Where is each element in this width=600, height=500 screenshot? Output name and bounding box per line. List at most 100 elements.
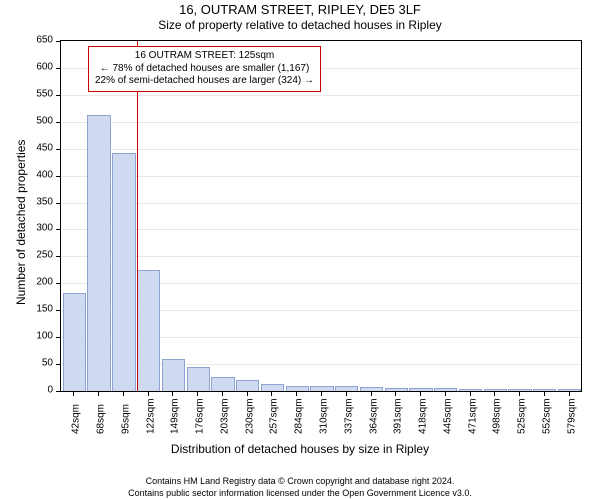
x-axis-title: Distribution of detached houses by size … xyxy=(0,442,600,456)
x-tick xyxy=(321,391,322,396)
page-title: 16, OUTRAM STREET, RIPLEY, DE5 3LF xyxy=(0,2,600,17)
x-tick-label: 95sqm xyxy=(120,404,131,434)
x-tick xyxy=(569,391,570,396)
grid-line xyxy=(61,203,581,204)
x-tick-label: 284sqm xyxy=(294,398,305,434)
x-tick-label: 257sqm xyxy=(269,398,280,434)
x-tick xyxy=(519,391,520,396)
y-tick-label: 600 xyxy=(25,61,53,72)
x-tick xyxy=(247,391,248,396)
grid-line xyxy=(61,176,581,177)
y-tick-label: 300 xyxy=(25,223,53,234)
x-tick-label: 498sqm xyxy=(492,398,503,434)
y-tick-label: 500 xyxy=(25,115,53,126)
histogram-bar xyxy=(558,389,581,391)
histogram-bar xyxy=(137,270,160,391)
x-tick xyxy=(172,391,173,396)
footer-line-2: Contains public sector information licen… xyxy=(0,488,600,498)
footer-line-1: Contains HM Land Registry data © Crown c… xyxy=(0,476,600,486)
grid-line xyxy=(61,95,581,96)
y-tick xyxy=(56,256,61,257)
y-tick-label: 450 xyxy=(25,142,53,153)
y-tick xyxy=(56,391,61,392)
histogram-bar xyxy=(63,293,86,391)
x-tick-label: 552sqm xyxy=(541,398,552,434)
y-tick xyxy=(56,149,61,150)
histogram-bar xyxy=(261,384,284,391)
histogram-bar xyxy=(112,153,135,391)
histogram-bar xyxy=(533,389,556,391)
histogram-bar xyxy=(335,386,358,391)
histogram-bar xyxy=(236,380,259,391)
y-tick xyxy=(56,68,61,69)
x-tick xyxy=(197,391,198,396)
histogram-bar xyxy=(459,389,482,391)
x-tick-label: 310sqm xyxy=(319,398,330,434)
x-tick-label: 364sqm xyxy=(368,398,379,434)
x-tick-label: 122sqm xyxy=(145,398,156,434)
y-tick xyxy=(56,364,61,365)
x-tick-label: 42sqm xyxy=(71,404,82,434)
annotation-line-3: 22% of semi-detached houses are larger (… xyxy=(95,75,314,88)
x-tick-label: 230sqm xyxy=(244,398,255,434)
annotation-line-1: 16 OUTRAM STREET: 125sqm xyxy=(95,50,314,63)
reference-line xyxy=(137,41,138,391)
x-tick xyxy=(148,391,149,396)
y-tick xyxy=(56,122,61,123)
y-tick xyxy=(56,229,61,230)
x-tick-label: 176sqm xyxy=(195,398,206,434)
y-tick-label: 200 xyxy=(25,277,53,288)
x-tick-label: 418sqm xyxy=(418,398,429,434)
y-tick xyxy=(56,283,61,284)
x-tick xyxy=(73,391,74,396)
y-tick-label: 100 xyxy=(25,331,53,342)
x-tick xyxy=(371,391,372,396)
grid-line xyxy=(61,149,581,150)
x-tick xyxy=(271,391,272,396)
x-tick xyxy=(346,391,347,396)
x-tick xyxy=(544,391,545,396)
y-tick-label: 350 xyxy=(25,196,53,207)
x-tick xyxy=(123,391,124,396)
x-tick xyxy=(222,391,223,396)
x-tick xyxy=(420,391,421,396)
y-tick xyxy=(56,337,61,338)
y-tick xyxy=(56,203,61,204)
annotation-box: 16 OUTRAM STREET: 125sqm ← 78% of detach… xyxy=(88,46,321,92)
y-tick-label: 150 xyxy=(25,304,53,315)
y-tick-label: 0 xyxy=(25,385,53,396)
x-tick-label: 525sqm xyxy=(517,398,528,434)
x-tick-label: 445sqm xyxy=(442,398,453,434)
x-tick-label: 391sqm xyxy=(393,398,404,434)
x-tick-label: 203sqm xyxy=(219,398,230,434)
x-tick-label: 471sqm xyxy=(467,398,478,434)
y-tick-label: 550 xyxy=(25,88,53,99)
histogram-bar xyxy=(162,359,185,391)
x-tick-label: 68sqm xyxy=(96,404,107,434)
y-tick-label: 50 xyxy=(25,358,53,369)
x-tick xyxy=(98,391,99,396)
y-tick xyxy=(56,41,61,42)
histogram-bar xyxy=(211,377,234,391)
histogram-bar xyxy=(360,387,383,391)
y-tick-label: 650 xyxy=(25,35,53,46)
x-tick xyxy=(445,391,446,396)
x-tick-label: 337sqm xyxy=(343,398,354,434)
histogram-bar xyxy=(187,367,210,391)
y-tick xyxy=(56,95,61,96)
grid-line xyxy=(61,229,581,230)
x-tick xyxy=(494,391,495,396)
histogram-bar xyxy=(434,388,457,391)
histogram-bar xyxy=(87,115,110,391)
x-tick xyxy=(296,391,297,396)
y-tick-label: 400 xyxy=(25,169,53,180)
x-tick xyxy=(470,391,471,396)
grid-line xyxy=(61,122,581,123)
grid-line xyxy=(61,256,581,257)
x-tick xyxy=(395,391,396,396)
x-tick-label: 579sqm xyxy=(566,398,577,434)
y-tick-label: 250 xyxy=(25,250,53,261)
y-tick xyxy=(56,176,61,177)
chart-plot-area xyxy=(60,40,582,392)
page-subtitle: Size of property relative to detached ho… xyxy=(0,18,600,32)
